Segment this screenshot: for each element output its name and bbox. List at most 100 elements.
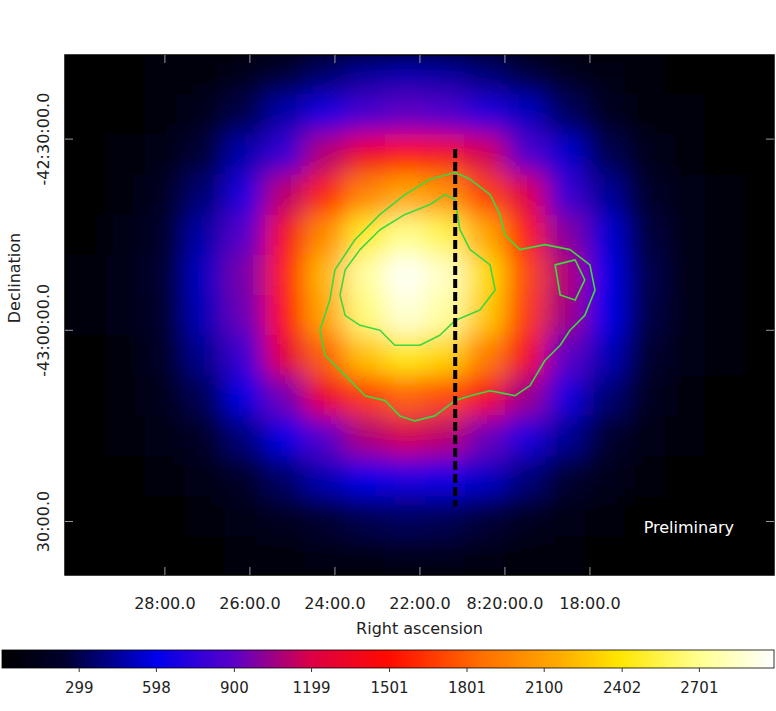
y-tick bbox=[65, 330, 73, 331]
heatmap-cell bbox=[345, 55, 385, 94]
x-tick bbox=[164, 567, 165, 575]
x-tick bbox=[504, 55, 505, 63]
colorbar-tick-label: 1501 bbox=[370, 679, 408, 697]
heatmap-cell bbox=[425, 255, 465, 296]
heatmap-cell bbox=[225, 215, 266, 256]
heatmap-cell bbox=[745, 295, 774, 336]
colorbar-tick bbox=[467, 668, 468, 672]
colorbar-tick-label: 598 bbox=[142, 679, 171, 697]
chart: 28:00.026:00.024:00.022:00.08:20:00.018:… bbox=[0, 0, 776, 711]
heatmap-cell bbox=[225, 255, 266, 296]
heatmap-cell bbox=[665, 55, 705, 94]
heatmap-cell bbox=[305, 94, 345, 135]
heatmap-cell bbox=[265, 335, 306, 376]
heatmap-cell bbox=[185, 255, 225, 296]
heatmap-cell bbox=[585, 376, 626, 417]
heatmap-cell bbox=[305, 255, 345, 296]
heatmap-cell bbox=[705, 416, 745, 457]
heatmap-cell bbox=[425, 496, 465, 537]
heatmap-cell bbox=[265, 215, 306, 256]
heatmap-cell bbox=[505, 537, 545, 575]
colorbar-tick bbox=[311, 668, 312, 672]
heatmap-cell bbox=[185, 55, 225, 94]
heatmap-cell bbox=[65, 55, 105, 94]
plot-area bbox=[65, 55, 774, 575]
heatmap-cell bbox=[625, 55, 666, 94]
colorbar bbox=[2, 650, 774, 668]
heatmap-cell bbox=[665, 376, 705, 417]
heatmap-cell bbox=[465, 134, 505, 175]
x-tick-label: 8:20:00.0 bbox=[466, 594, 543, 613]
x-tick bbox=[334, 55, 335, 63]
heatmap-cell bbox=[145, 335, 185, 376]
heatmap-cell bbox=[545, 295, 585, 336]
heatmap-cell bbox=[65, 134, 105, 175]
y-tick-label: 30:00.0 bbox=[34, 491, 53, 552]
heatmap-cell bbox=[145, 456, 185, 497]
heatmap-cell bbox=[705, 376, 745, 417]
heatmap-cell bbox=[105, 335, 145, 376]
heatmap-cell bbox=[545, 255, 585, 296]
heatmap-cell bbox=[585, 537, 626, 575]
x-tick bbox=[419, 55, 420, 63]
heatmap-cell bbox=[665, 94, 705, 135]
colorbar-tick-label: 1801 bbox=[448, 679, 486, 697]
heatmap-cell bbox=[145, 174, 185, 215]
heatmap-cell bbox=[665, 295, 705, 336]
y-axis-title: Declination bbox=[5, 233, 24, 323]
x-tick bbox=[249, 567, 250, 575]
heatmap-cell bbox=[545, 537, 585, 575]
x-tick-label: 28:00.0 bbox=[134, 594, 195, 613]
heatmap-cell bbox=[145, 537, 185, 575]
heatmap-cell bbox=[225, 295, 266, 336]
colorbar-tick-label: 2701 bbox=[680, 679, 718, 697]
heatmap-cell bbox=[65, 94, 105, 135]
heatmap-cell bbox=[305, 416, 345, 457]
heatmap-cell bbox=[265, 295, 306, 336]
heatmap-cell bbox=[225, 496, 266, 537]
heatmap-cell bbox=[345, 94, 385, 135]
heatmap-cell bbox=[145, 295, 185, 336]
colorbar-tick bbox=[699, 668, 700, 672]
heatmap-cell bbox=[185, 537, 225, 575]
heatmap-cell bbox=[745, 134, 774, 175]
heatmap-cell bbox=[745, 496, 774, 537]
heatmap-cell bbox=[345, 174, 385, 215]
heatmap-cell bbox=[65, 174, 105, 215]
heatmap-cell bbox=[705, 456, 745, 497]
heatmap-cell bbox=[145, 255, 185, 296]
y-tick bbox=[766, 521, 774, 522]
heatmap-cell bbox=[305, 215, 345, 256]
heatmap-cell bbox=[265, 134, 306, 175]
heatmap-cell bbox=[465, 55, 505, 94]
heatmap-cell bbox=[345, 215, 385, 256]
heatmap bbox=[65, 55, 774, 575]
heatmap-cell bbox=[705, 55, 745, 94]
heatmap-cell bbox=[105, 134, 145, 175]
colorbar-tick bbox=[79, 668, 80, 672]
colorbar-tick bbox=[544, 668, 545, 672]
heatmap-cell bbox=[425, 335, 465, 376]
heatmap-cell bbox=[225, 94, 266, 135]
heatmap-cell bbox=[305, 174, 345, 215]
heatmap-cell bbox=[745, 94, 774, 135]
heatmap-cell bbox=[145, 496, 185, 537]
x-tick bbox=[589, 55, 590, 63]
heatmap-cell bbox=[225, 134, 266, 175]
heatmap-cell bbox=[345, 416, 385, 457]
heatmap-cell bbox=[745, 376, 774, 417]
heatmap-cell bbox=[665, 255, 705, 296]
y-tick bbox=[65, 139, 73, 140]
x-tick bbox=[334, 567, 335, 575]
heatmap-cell bbox=[425, 537, 465, 575]
heatmap-cell bbox=[585, 215, 626, 256]
heatmap-cell bbox=[345, 134, 385, 175]
heatmap-cell bbox=[585, 255, 626, 296]
heatmap-cell bbox=[105, 215, 145, 256]
heatmap-cell bbox=[665, 416, 705, 457]
profile-line bbox=[453, 149, 457, 507]
heatmap-cell bbox=[65, 255, 105, 296]
contour bbox=[555, 260, 585, 300]
heatmap-cell bbox=[305, 376, 345, 417]
colorbar-tick-label: 900 bbox=[220, 679, 249, 697]
